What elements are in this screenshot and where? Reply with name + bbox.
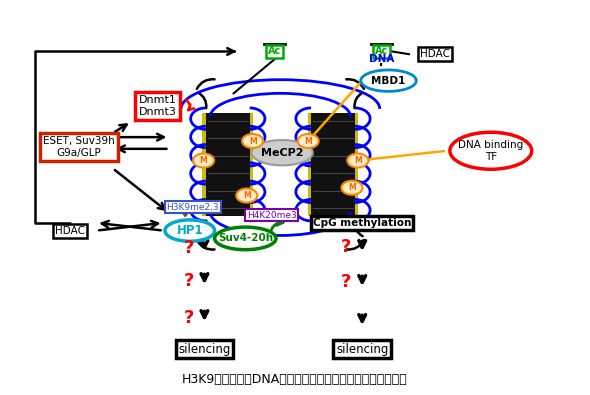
Ellipse shape [215,227,276,250]
Text: ESET, Suv39h
G9a/GLP: ESET, Suv39h G9a/GLP [43,136,114,158]
Ellipse shape [251,140,313,166]
Ellipse shape [360,70,417,91]
Ellipse shape [450,132,532,169]
Text: DNA binding
TF: DNA binding TF [458,140,523,162]
Text: H4K20me3: H4K20me3 [247,211,297,220]
Text: ?: ? [341,273,352,292]
Bar [206,113,250,216]
Text: DNA: DNA [369,54,394,64]
Text: ?: ? [183,239,194,257]
Bar [311,113,355,216]
Text: MeCP2: MeCP2 [261,148,303,158]
Text: ?: ? [183,272,194,290]
Text: H3K9me2,3: H3K9me2,3 [166,203,219,212]
Text: Ac: Ac [268,47,281,56]
Text: HP1: HP1 [176,224,203,237]
Text: Dnmt1
Dnmt3: Dnmt1 Dnmt3 [139,95,176,117]
Text: M: M [354,156,362,165]
Text: M: M [243,191,251,200]
Text: silencing: silencing [178,343,231,356]
Text: M: M [304,137,312,145]
Text: HDAC: HDAC [55,226,85,235]
Text: HDAC: HDAC [420,49,450,59]
Text: M: M [249,137,257,145]
Circle shape [297,134,319,148]
Text: H3K9メチル化とDNAメチル化は如何に転写を抑制するか？: H3K9メチル化とDNAメチル化は如何に転写を抑制するか？ [182,373,408,386]
Text: silencing: silencing [336,343,388,356]
Text: ?: ? [183,309,194,327]
Text: M: M [199,156,208,165]
Circle shape [193,154,214,167]
Bar [202,113,253,216]
Text: ?: ? [341,238,352,256]
Bar [307,113,358,216]
Ellipse shape [165,220,215,241]
Text: Suv4-20h: Suv4-20h [218,233,273,243]
Text: M: M [348,183,356,192]
Circle shape [242,134,263,148]
Text: CpG methylation: CpG methylation [313,218,411,228]
Text: MBD1: MBD1 [371,76,406,86]
Text: Ac: Ac [375,47,388,56]
Circle shape [348,154,368,167]
Circle shape [342,181,362,195]
Circle shape [236,188,257,203]
